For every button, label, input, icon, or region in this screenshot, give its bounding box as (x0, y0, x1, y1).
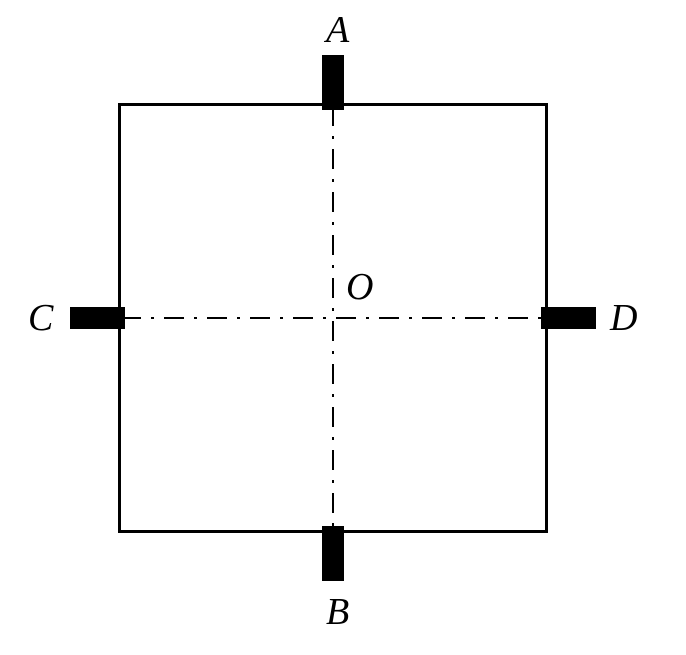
label-o: O (346, 265, 373, 309)
label-c: C (28, 296, 53, 340)
label-b: B (326, 590, 349, 634)
label-d: D (610, 296, 637, 340)
tab-b (322, 526, 344, 581)
horizontal-axis (121, 317, 545, 319)
diagram-root: A B C D O (0, 0, 686, 655)
tab-c (70, 307, 125, 329)
label-a: A (326, 8, 349, 52)
tab-a (322, 55, 344, 110)
tab-d (541, 307, 596, 329)
